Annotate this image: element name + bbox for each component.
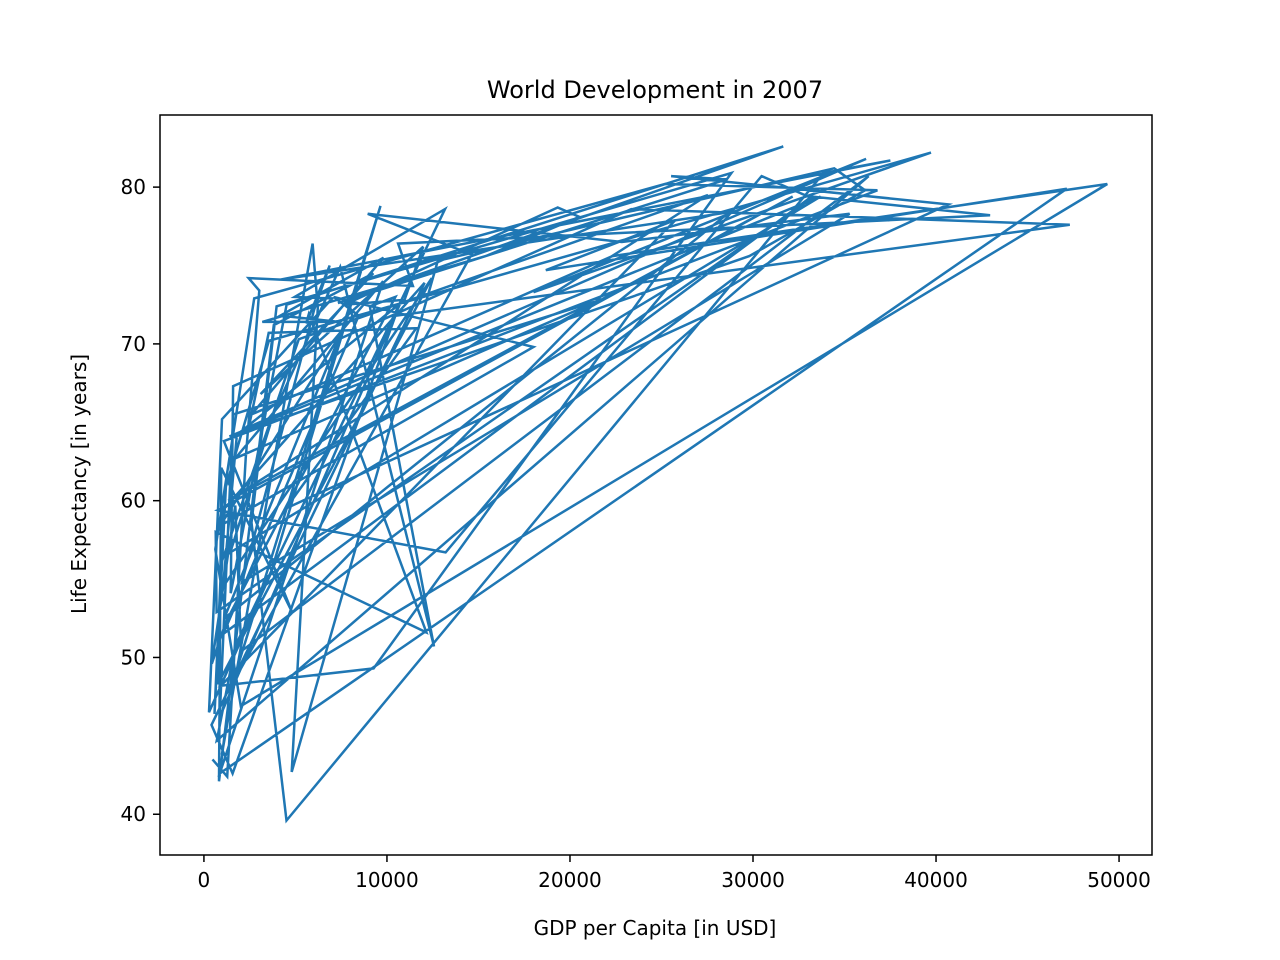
y-tick-label: 50 <box>121 645 146 669</box>
x-axis-ticks: 0 10000 20000 30000 40000 50000 <box>198 855 1151 892</box>
y-axis-ticks: 40 50 60 70 80 <box>121 175 160 826</box>
chart-title: World Development in 2007 <box>487 76 823 104</box>
x-tick-label: 40000 <box>904 868 968 892</box>
x-axis-label: GDP per Capita [in USD] <box>534 916 777 940</box>
series-line-0 <box>207 145 1108 824</box>
y-axis-label: Life Expectancy [in years] <box>67 354 91 614</box>
y-tick-label: 70 <box>121 332 146 356</box>
plot-area <box>207 145 1108 824</box>
x-tick-label: 20000 <box>538 868 602 892</box>
y-tick-label: 80 <box>121 175 146 199</box>
x-tick-label: 50000 <box>1087 868 1151 892</box>
y-tick-label: 60 <box>121 489 146 513</box>
x-tick-label: 30000 <box>721 868 785 892</box>
x-tick-label: 10000 <box>355 868 419 892</box>
x-tick-label: 0 <box>198 868 211 892</box>
axes-frame <box>159 114 1153 856</box>
y-tick-label: 40 <box>121 802 146 826</box>
